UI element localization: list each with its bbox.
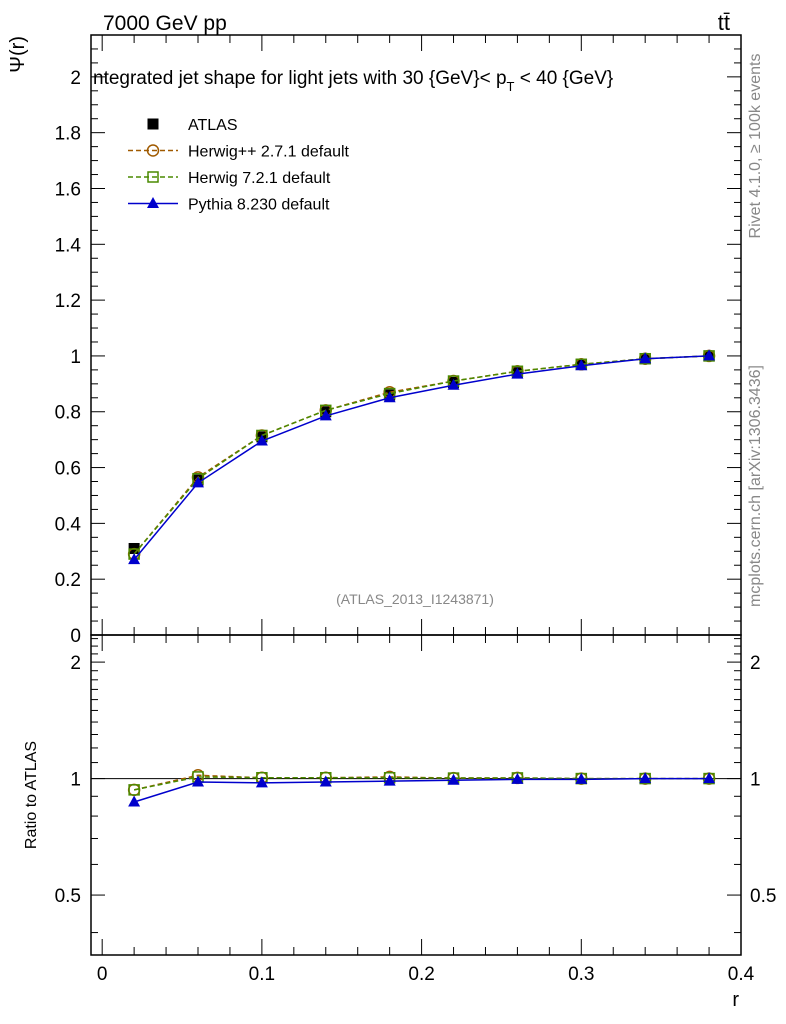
main-x-ticks <box>101 35 742 635</box>
x-axis-label: r <box>732 989 739 1011</box>
main-line-herwig-7-2-1-default <box>133 355 710 555</box>
ratio-point-pythia-8-230-default <box>255 776 268 788</box>
ratio-point-pythia-8-230-default <box>447 773 460 785</box>
main-y-tick-label: 0 <box>70 626 81 647</box>
ratio-point-pythia-8-230-default <box>319 775 332 787</box>
legend-label-pythia-8-230-default: Pythia 8.230 default <box>188 197 330 214</box>
ratio-y-axis: 0.5 0.5 1 1 2 2 <box>55 638 776 934</box>
x-tick-label: 0.1 <box>249 964 275 985</box>
main-point-pythia-8-230-default <box>447 378 460 390</box>
side-mcplots-label: mcplots.cern.ch [arXiv:1306.3436] <box>747 365 764 607</box>
main-line-herwig-2-7-1-default <box>133 355 710 555</box>
ratio-point-pythia-8-230-default <box>128 795 141 807</box>
header-process-label: tt̄ <box>718 10 730 35</box>
ratio-series-group <box>127 769 716 807</box>
legend-label-herwig-7-2-1-default: Herwig 7.2.1 default <box>188 170 331 187</box>
main-y-tick-label: 1.6 <box>55 179 81 200</box>
x-tick-label: 0 <box>97 964 108 985</box>
x-tick-label: 0.2 <box>408 964 434 985</box>
chart-title-tail: < 40 {GeV} <box>514 68 613 89</box>
main-y-tick-label: 0.8 <box>55 403 81 424</box>
legend-label-atlas: ATLAS <box>188 117 238 134</box>
main-y-tick-label: 1.4 <box>55 235 82 256</box>
main-point-pythia-8-230-default <box>703 349 716 361</box>
main-y-axis: 0 0.2 0.4 0.6 0.8 1 1.2 1.4 1.6 1.8 2 <box>55 34 741 647</box>
legend: ATLAS Herwig++ 2.7.1 default Herwig 7.2.1 … <box>128 117 350 214</box>
ratio-plot-frame <box>90 634 742 956</box>
main-y-axis-label: Ψ(r) <box>7 36 29 73</box>
main-point-pythia-8-230-default <box>192 476 205 488</box>
legend-marker-herwig-7-2-1-default <box>147 171 159 183</box>
main-point-pythia-8-230-default <box>639 352 652 364</box>
main-y-tick-label: 0.6 <box>55 459 81 480</box>
ratio-plot-panel: 0.5 0.51 12 2 0 0.1 0.2 0.3 0.4 Ratio to ATLAS … <box>23 634 776 1011</box>
main-point-pythia-8-230-default <box>511 367 524 379</box>
ratio-y-tick-label-right: 1 <box>750 770 761 791</box>
x-tick-label: 0.4 <box>728 964 755 985</box>
header-energy-label: 7000 GeV pp <box>103 12 227 35</box>
x-tick-label: 0.3 <box>568 964 594 985</box>
chart-title-main: ntegrated jet shape for light jets with … <box>93 68 507 89</box>
ratio-x-axis: 0 0.1 0.2 0.3 0.4 <box>97 635 755 985</box>
ratio-line-pythia-8-230-default <box>133 777 710 803</box>
main-point-pythia-8-230-default <box>255 434 268 446</box>
ratio-point-pythia-8-230-default <box>575 772 588 784</box>
main-y-tick-label: 1.2 <box>55 291 81 312</box>
main-point-pythia-8-230-default <box>383 391 396 403</box>
ratio-y-tick-label-left: 0.5 <box>55 886 81 907</box>
legend-marker-herwig-2-7-1-default <box>146 144 160 157</box>
ratio-y-tick-label-left: 1 <box>70 770 81 791</box>
ratio-y-axis-label: Ratio to ATLAS <box>23 741 40 849</box>
main-line-pythia-8-230-default <box>133 355 710 561</box>
main-plot-panel: 0 0.2 0.4 0.6 0.8 1 1.2 1.4 1.6 1.8 2 (ATLAS_2013_… <box>7 34 742 647</box>
ratio-y-tick-label-right: 2 <box>750 653 761 674</box>
main-y-tick-label: 1.8 <box>55 124 81 145</box>
main-y-tick-label: 0.4 <box>55 514 82 535</box>
legend-marker-pythia-8-230-default <box>147 197 159 208</box>
chart-title: ntegrated jet shape for light jets with … <box>93 68 613 94</box>
ratio-point-pythia-8-230-default <box>703 772 716 784</box>
ratio-point-herwig-7-2-1-default <box>128 784 140 796</box>
legend-marker-atlas <box>147 118 159 130</box>
legend-label-herwig-2-7-1-default: Herwig++ 2.7.1 default <box>188 144 350 161</box>
main-point-pythia-8-230-default <box>319 409 332 421</box>
ratio-y-tick-label-right: 0.5 <box>750 886 776 907</box>
ratio-point-pythia-8-230-default <box>511 772 524 784</box>
main-y-tick-label: 1 <box>70 347 81 368</box>
main-point-pythia-8-230-default <box>128 553 141 565</box>
ratio-y-tick-label-left: 2 <box>70 653 81 674</box>
ratio-point-pythia-8-230-default <box>383 774 396 786</box>
main-point-pythia-8-230-default <box>575 359 588 371</box>
side-rivet-label: Rivet 4.1.0, ≥ 100k events <box>747 54 764 239</box>
chart-title-subscript: T <box>507 79 515 94</box>
main-series-group <box>127 349 716 565</box>
ratio-point-pythia-8-230-default <box>192 775 205 787</box>
main-y-tick-label: 2 <box>70 68 81 89</box>
main-y-tick-label: 0.2 <box>55 570 81 591</box>
analysis-watermark: (ATLAS_2013_I1243871) <box>336 591 494 607</box>
ratio-point-pythia-8-230-default <box>639 772 652 784</box>
